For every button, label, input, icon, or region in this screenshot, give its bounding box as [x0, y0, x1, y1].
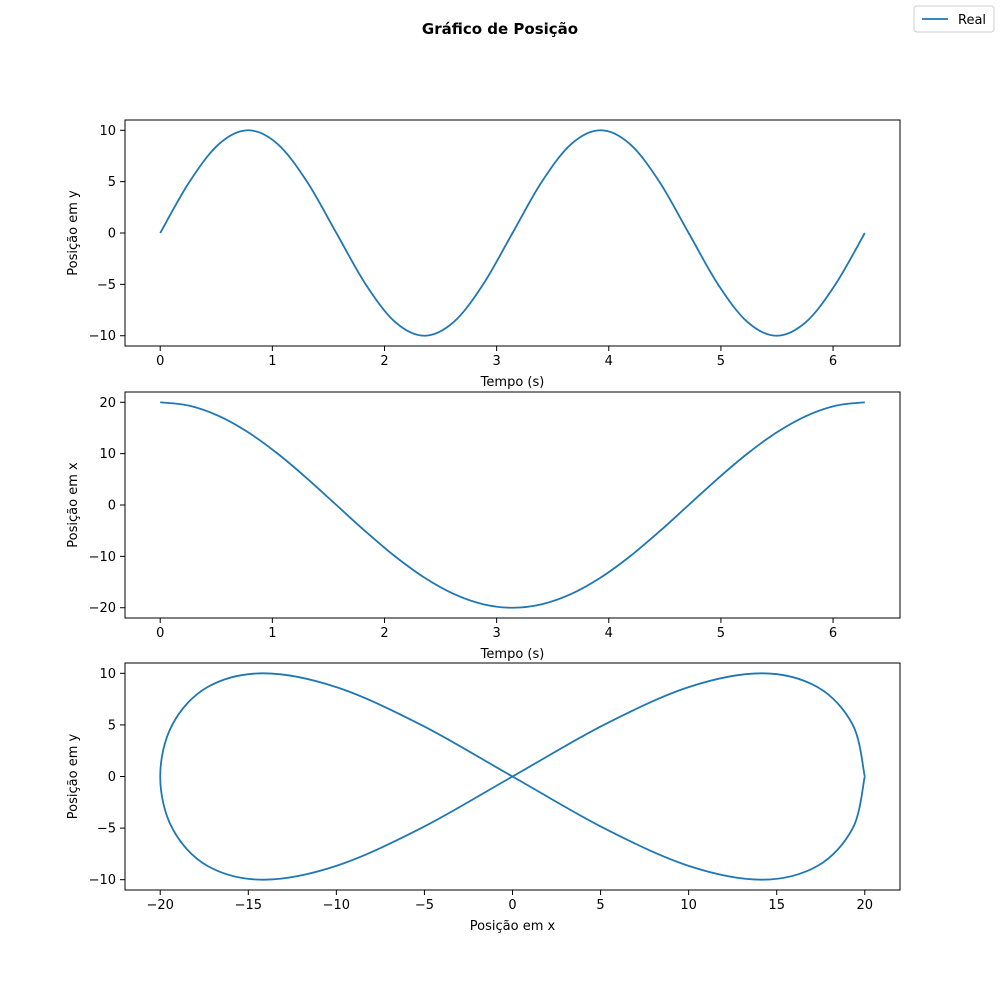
y-tick-label: 10 — [99, 667, 116, 682]
x-axis-label: Tempo (s) — [480, 647, 545, 662]
y-axis-label: Posição em y — [66, 733, 81, 819]
subplot-2: 0 1 2 3 4 5 6 −20 −10 0 10 20 Tempo (s) Posição em x — [66, 391, 901, 662]
y-axis-label: Posição em x — [66, 462, 81, 548]
y-tick-label: −10 — [89, 329, 116, 344]
y-tick-label: 20 — [99, 396, 116, 411]
series-line-3-1 — [159, 672, 866, 881]
y-tick-label: 0 — [108, 770, 116, 785]
y-tick-label: 10 — [99, 124, 116, 139]
x-tick-label: −15 — [235, 898, 262, 913]
x-tick-label: 5 — [717, 626, 725, 641]
x-tick-label: 2 — [380, 626, 388, 641]
series-line-2-1 — [160, 401, 865, 609]
y-tick-label: −5 — [97, 278, 116, 293]
x-tick-label: 0 — [156, 354, 164, 369]
x-tick-label: 4 — [605, 354, 613, 369]
x-tick-label: 3 — [492, 626, 500, 641]
legend-label: Real — [958, 13, 986, 28]
x-tick-label: 5 — [596, 898, 604, 913]
legend-frame — [913, 5, 995, 33]
x-tick-label: 0 — [156, 626, 164, 641]
x-tick-label: 20 — [856, 898, 873, 913]
y-tick-label: 0 — [108, 227, 116, 242]
axes-group: 0 1 2 3 4 5 6 −10 −5 0 5 10 Tempo (s) Posição em y 0 1 2… — [66, 119, 901, 934]
x-tick-label: 2 — [380, 354, 388, 369]
figure-title: Gráfico de Posição — [422, 20, 578, 38]
x-tick-label: 6 — [829, 354, 837, 369]
y-tick-label: 10 — [99, 447, 116, 462]
x-tick-label: 1 — [268, 354, 276, 369]
x-tick-label: −10 — [323, 898, 350, 913]
x-tick-label: 4 — [605, 626, 613, 641]
y-tick-label: −10 — [89, 550, 116, 565]
y-tick-label: −10 — [89, 873, 116, 888]
x-tick-label: 6 — [829, 626, 837, 641]
x-tick-label: −20 — [147, 898, 174, 913]
x-axis-label: Tempo (s) — [480, 375, 545, 390]
y-tick-label: −5 — [97, 822, 116, 837]
x-tick-label: 1 — [268, 626, 276, 641]
x-tick-label: 3 — [492, 354, 500, 369]
x-tick-label: 0 — [508, 898, 516, 913]
x-tick-label: 5 — [717, 354, 725, 369]
y-tick-label: 5 — [108, 175, 116, 190]
legend: Real — [913, 5, 995, 33]
series-line-1-1 — [159, 129, 866, 337]
subplot-3: −20 −15 −10 −5 0 5 10 15 20 −10 −5 0 5 10 Posição em x… — [66, 662, 901, 934]
subplot-1: 0 1 2 3 4 5 6 −10 −5 0 5 10 Tempo (s) Posição em y — [66, 119, 901, 390]
y-axis-label: Posição em y — [66, 190, 81, 276]
y-tick-label: 5 — [108, 718, 116, 733]
x-tick-label: 10 — [680, 898, 697, 913]
y-tick-label: −20 — [89, 601, 116, 616]
x-tick-label: 15 — [768, 898, 785, 913]
x-tick-label: −5 — [415, 898, 434, 913]
y-tick-label: 0 — [108, 499, 116, 514]
x-axis-label: Posição em x — [470, 919, 556, 934]
